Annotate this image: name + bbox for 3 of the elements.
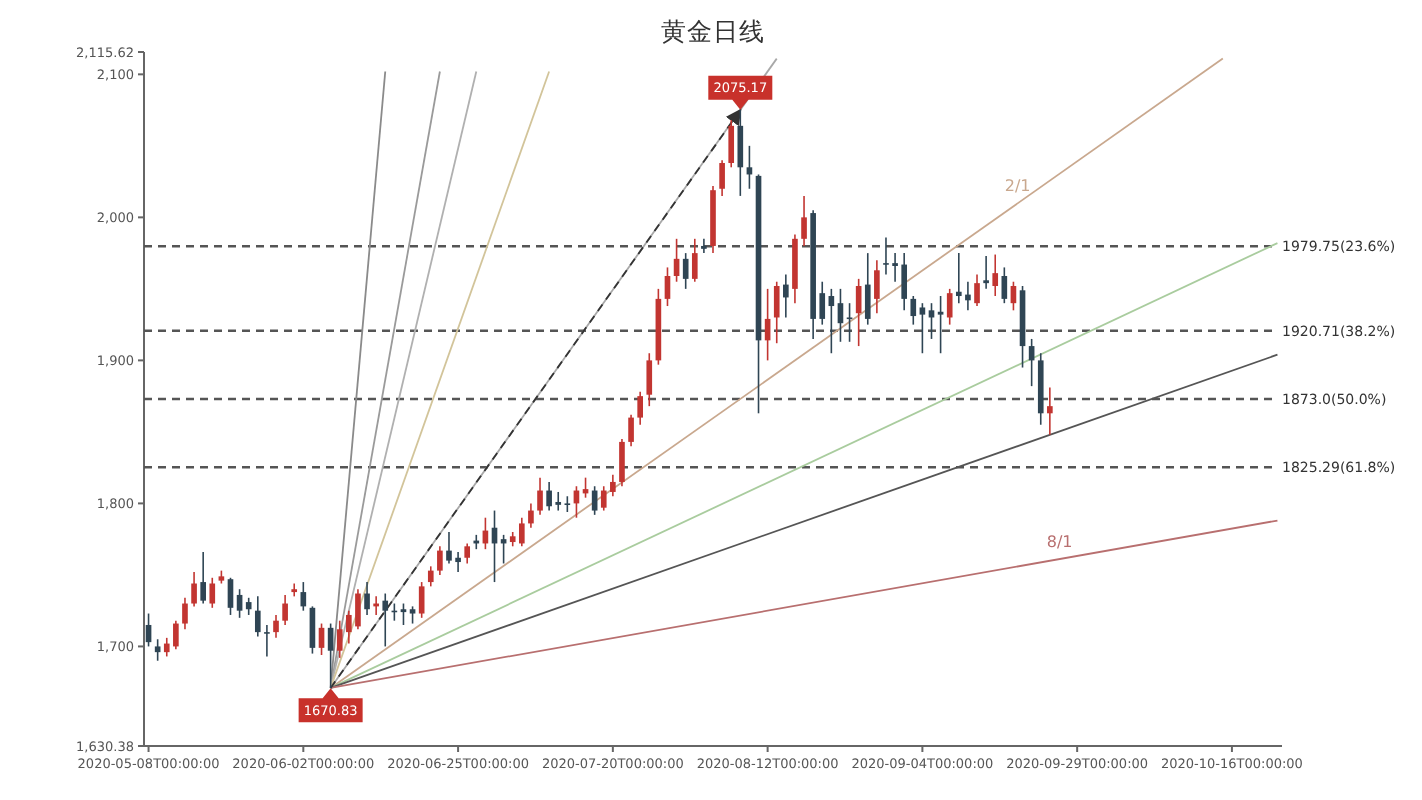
chart-title: 黄金日线	[661, 16, 765, 46]
series-label: 2/1	[1004, 177, 1031, 196]
series-label: 8/1	[1046, 533, 1073, 552]
